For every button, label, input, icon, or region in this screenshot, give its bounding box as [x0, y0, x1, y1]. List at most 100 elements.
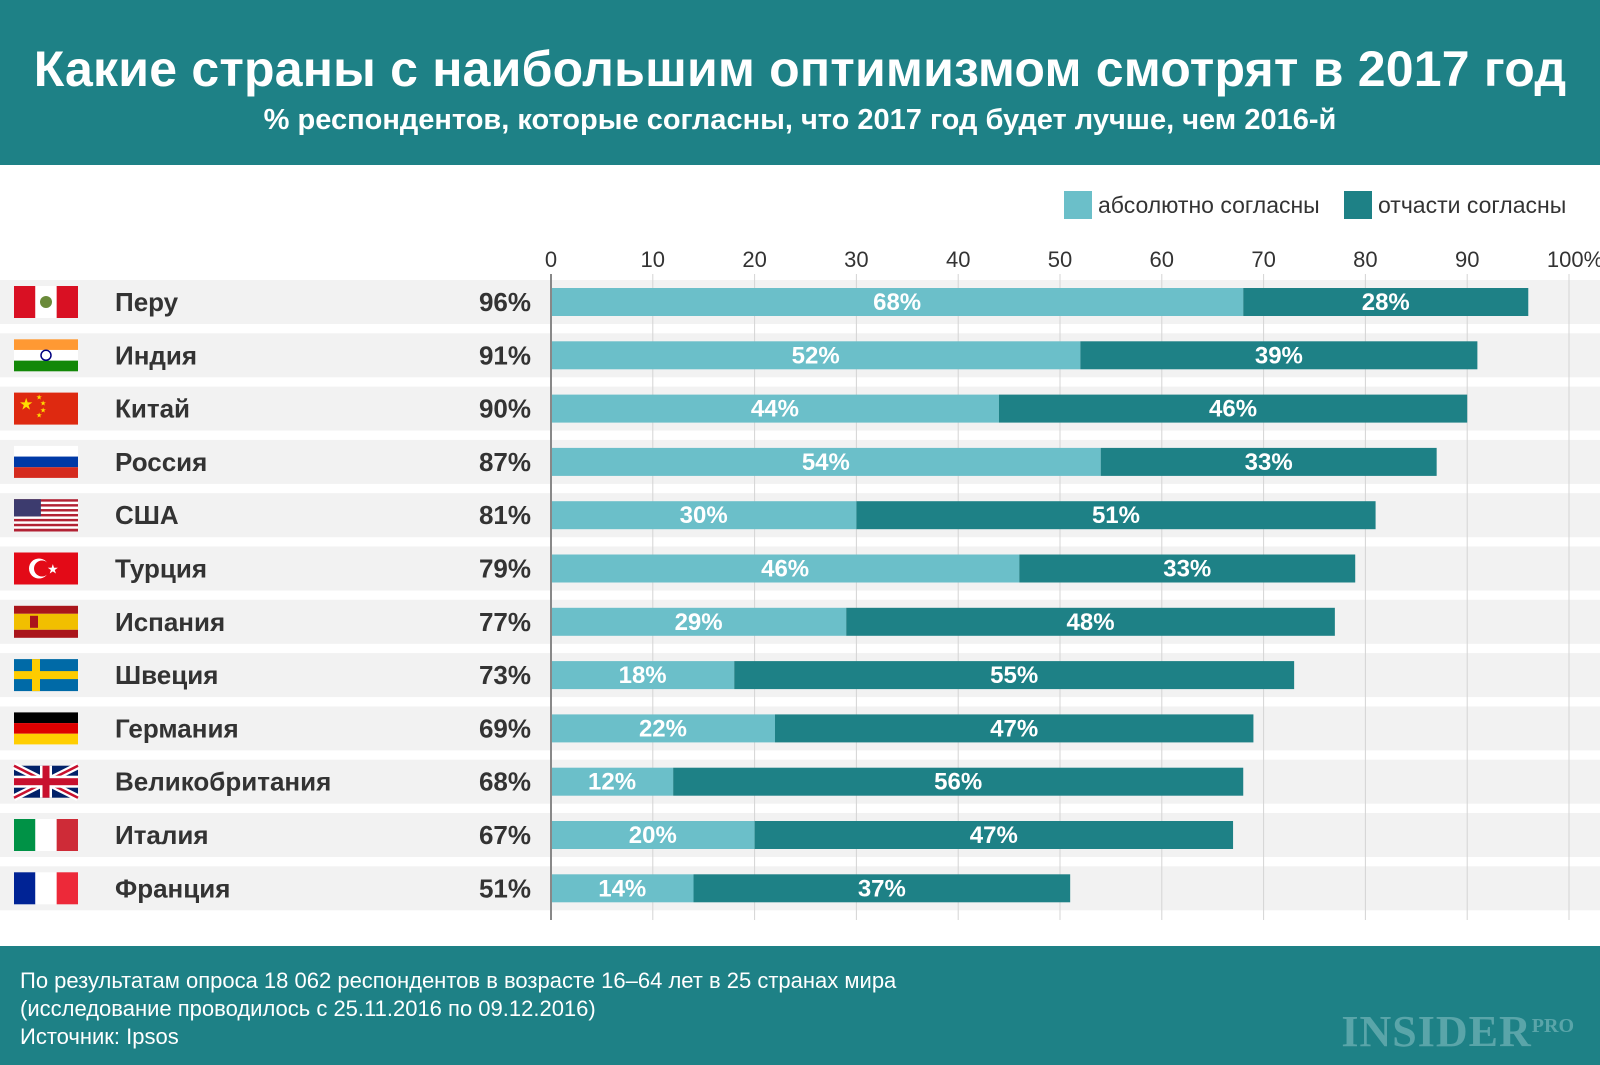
- x-tick-label: 0: [545, 247, 557, 272]
- bar-label-partial: 33%: [1245, 449, 1293, 476]
- bar-partial: [693, 874, 1071, 903]
- bar-partial: [846, 607, 1335, 636]
- bar-absolute: [551, 394, 999, 423]
- svg-text:★: ★: [47, 563, 59, 578]
- bar-partial: [754, 821, 1234, 849]
- legend-label-partial: отчасти согласны: [1378, 192, 1567, 218]
- legend-swatch-partial: [1344, 191, 1372, 219]
- total-label: 90%: [479, 394, 531, 424]
- bar-absolute: [551, 341, 1081, 370]
- x-tick-label: 50: [1048, 247, 1072, 272]
- bar-partial: [1243, 288, 1529, 316]
- total-label: 73%: [479, 660, 531, 690]
- country-label: Перу: [115, 287, 179, 317]
- peru-flag: [14, 286, 78, 318]
- x-tick-label: 60: [1150, 247, 1174, 272]
- uk-flag: [12, 762, 80, 801]
- bar-absolute: [551, 767, 674, 796]
- bar-partial: [998, 394, 1468, 423]
- legend: абсолютно согласны отчасти согласны: [1064, 191, 1584, 221]
- bar-label-partial: 39%: [1255, 342, 1303, 369]
- chart-title: Какие страны с наибольшим оптимизмом смо…: [33, 41, 1567, 97]
- bar-partial: [1019, 554, 1356, 583]
- country-label: Индия: [115, 340, 197, 370]
- bar-label-partial: 47%: [990, 715, 1038, 742]
- country-label: Турция: [115, 554, 207, 584]
- logo-pro-text: PRO: [1531, 1015, 1574, 1037]
- total-label: 51%: [479, 873, 531, 903]
- france-flag: [14, 872, 78, 905]
- x-tick-label: 10: [641, 247, 665, 272]
- china-flag: ★ ★★★★: [14, 392, 78, 425]
- spain-flag: [14, 605, 78, 638]
- bar-label-absolute: 30%: [680, 502, 728, 529]
- bar-label-absolute: 18%: [619, 662, 667, 689]
- total-label: 87%: [479, 447, 531, 477]
- sweden-flag: [14, 659, 78, 692]
- bar-label-partial: 51%: [1092, 502, 1140, 529]
- bar-chart: 0 10 20 30 40 50 60 70 80 90 100% Перу 96% 68% 28% Инди…: [0, 247, 1600, 920]
- svg-text:★: ★: [36, 412, 42, 420]
- bar-label-absolute: 54%: [802, 449, 850, 476]
- bar-absolute: [551, 554, 1020, 583]
- bar-label-partial: 55%: [990, 662, 1038, 689]
- bar-label-partial: 46%: [1209, 396, 1257, 423]
- bar-label-partial: 48%: [1067, 609, 1115, 636]
- usa-flag: [14, 499, 78, 532]
- country-label: Испания: [115, 607, 225, 637]
- country-label: Швеция: [115, 660, 218, 690]
- x-tick-label: 100%: [1547, 247, 1600, 272]
- legend-swatch-absolute: [1064, 191, 1092, 219]
- bar-label-partial: 56%: [934, 769, 982, 796]
- germany-flag: [14, 712, 78, 745]
- svg-text:★: ★: [40, 400, 46, 408]
- bar-absolute: [551, 447, 1101, 476]
- bar-label-partial: 37%: [858, 875, 906, 902]
- x-tick-label: 70: [1251, 247, 1275, 272]
- country-label: Италия: [115, 820, 209, 850]
- india-flag: [14, 339, 78, 372]
- bar-label-absolute: 29%: [675, 609, 723, 636]
- total-label: 96%: [479, 287, 531, 317]
- bar-label-absolute: 14%: [598, 875, 646, 902]
- bar-label-absolute: 20%: [629, 822, 677, 849]
- footer-dates: (исследование проводилось с 25.11.2016 п…: [20, 996, 596, 1021]
- bar-label-partial: 47%: [970, 822, 1018, 849]
- total-label: 79%: [479, 554, 531, 584]
- logo-main-text: INSIDER: [1341, 1007, 1532, 1056]
- svg-text:★: ★: [19, 395, 33, 414]
- country-label: Россия: [115, 447, 207, 477]
- bar-partial: [734, 661, 1295, 690]
- italy-flag: [14, 819, 78, 851]
- bar-label-partial: 33%: [1163, 556, 1211, 583]
- bar-absolute: [551, 661, 735, 690]
- bar-absolute: [551, 714, 775, 743]
- bar-label-partial: 28%: [1362, 289, 1410, 316]
- bar-absolute: [551, 607, 847, 636]
- total-label: 77%: [479, 607, 531, 637]
- x-tick-label: 40: [946, 247, 970, 272]
- footer-note: По результатам опроса 18 062 респонденто…: [20, 968, 897, 993]
- legend-label-absolute: абсолютно согласны: [1098, 192, 1320, 218]
- russia-flag: [14, 445, 78, 478]
- bar-label-absolute: 44%: [751, 396, 799, 423]
- chart-subtitle: % респондентов, которые согласны, что 20…: [263, 104, 1337, 136]
- total-label: 67%: [479, 820, 531, 850]
- bar-absolute: [551, 874, 694, 903]
- bar-label-absolute: 46%: [761, 556, 809, 583]
- total-label: 81%: [479, 500, 531, 530]
- bar-label-absolute: 68%: [873, 289, 921, 316]
- header-banner: Какие страны с наибольшим оптимизмом смо…: [0, 0, 1600, 165]
- bar-absolute: [551, 288, 1244, 316]
- bar-partial: [1100, 447, 1437, 476]
- turkey-flag: ★: [14, 552, 78, 585]
- bar-partial: [856, 501, 1376, 530]
- bar-absolute: [551, 821, 755, 849]
- bar-label-absolute: 12%: [588, 769, 636, 796]
- total-label: 69%: [479, 713, 531, 743]
- bar-absolute: [551, 501, 857, 530]
- footer-source: Источник: Ipsos: [20, 1024, 179, 1049]
- svg-text:★: ★: [36, 394, 42, 402]
- country-label: Китай: [115, 394, 190, 424]
- x-tick-label: 20: [742, 247, 766, 272]
